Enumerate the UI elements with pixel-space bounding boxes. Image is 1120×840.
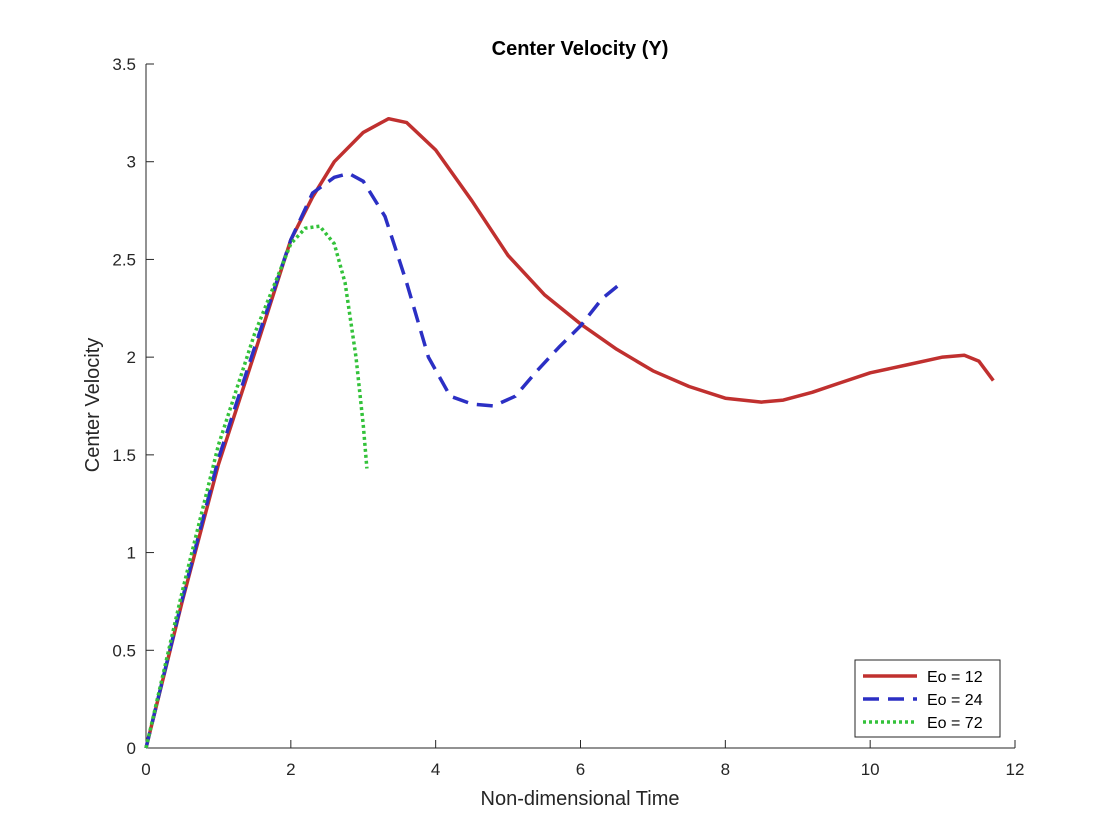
y-tick-label: 2 — [127, 348, 136, 367]
legend-label: Eo = 72 — [927, 715, 983, 732]
x-tick-label: 12 — [1006, 760, 1025, 779]
y-tick-label: 3.5 — [112, 55, 136, 74]
legend-box — [854, 659, 1001, 738]
x-axis-title: Non-dimensional Time — [481, 788, 680, 810]
axes: 0 2 4 6 8 10 12 0 0.5 1 1.5 2 2.5 3 3.5 — [112, 55, 1024, 779]
y-axis-title: Center Velocity — [82, 338, 104, 473]
y-tick-label: 2.5 — [112, 250, 136, 269]
series-line-3 — [144, 224, 369, 749]
legend-label: Eo = 24 — [927, 692, 983, 709]
chart-title: Center Velocity (Y) — [492, 38, 669, 60]
x-tick-label: 2 — [286, 760, 295, 779]
y-tick-label: 1.5 — [112, 446, 136, 465]
legend-label: Eo = 12 — [927, 669, 983, 686]
y-tick-label: 0.5 — [112, 641, 136, 660]
y-tick-label: 3 — [127, 153, 136, 172]
legend: Eo = 12 Eo = 24 Eo = 72 — [854, 659, 1001, 738]
x-tick-label: 10 — [861, 760, 880, 779]
x-tick-label: 6 — [576, 760, 585, 779]
y-tick-label: 1 — [127, 544, 136, 563]
series-layer — [144, 116, 995, 749]
x-tick-label: 8 — [721, 760, 730, 779]
x-tick-label: 4 — [431, 760, 440, 779]
x-tick-label: 0 — [141, 760, 150, 779]
y-tick-label: 0 — [127, 739, 136, 758]
series-line-2 — [144, 171, 626, 749]
